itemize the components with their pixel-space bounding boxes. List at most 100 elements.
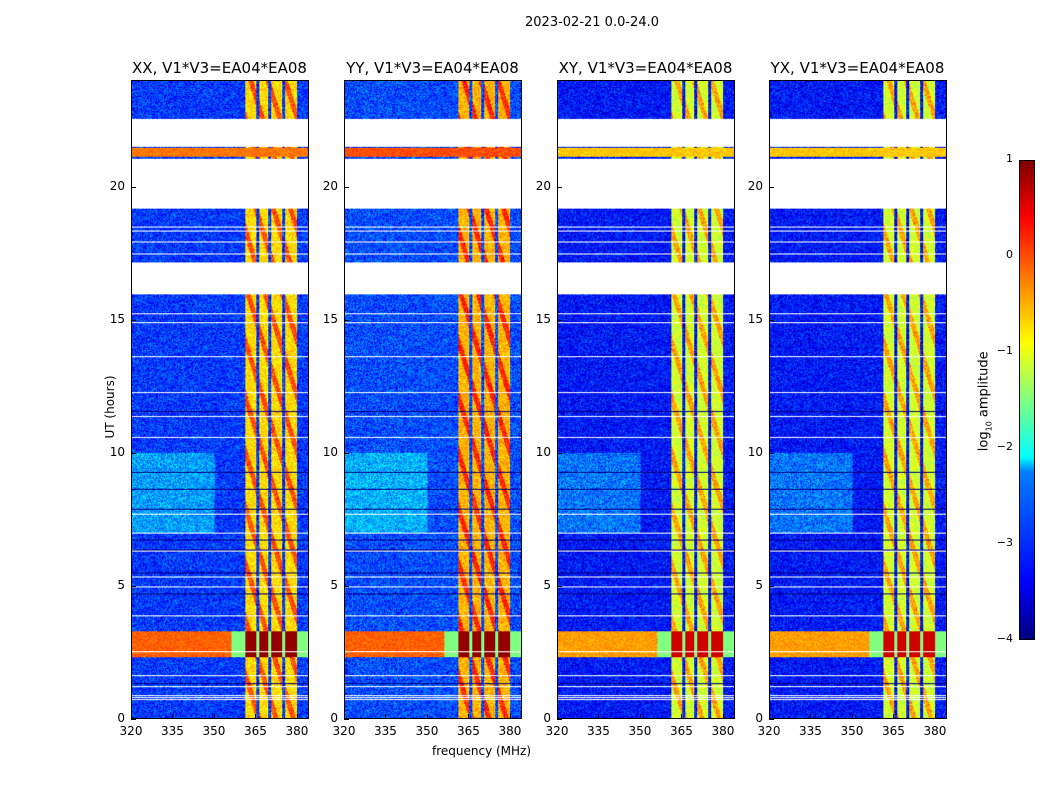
y-tick-label: 15 [747,311,763,326]
y-tick-label: 20 [109,178,125,193]
x-tick-label: 335 [799,724,822,738]
x-tick-label: 365 [882,724,905,738]
y-tick-label: 0 [543,711,551,725]
y-tick-label: 5 [330,577,338,592]
x-tick-label: 380 [923,724,947,738]
x-tick [468,714,470,719]
y-tick-label: 20 [535,178,551,193]
x-axis-label: frequency (MHz) [432,744,532,758]
y-tick-label: 20 [322,178,338,193]
x-tick [213,714,215,719]
x-tick [426,714,428,719]
x-tick-label: 335 [161,724,184,738]
x-tick [344,714,345,719]
y-tick [131,585,136,587]
x-tick [681,714,683,719]
y-tick-label: 15 [535,311,551,326]
x-tick-label: 350 [202,724,226,738]
y-tick [131,452,136,454]
x-tick [639,714,641,719]
x-tick-label: 350 [415,724,439,738]
heatmap-panel [557,80,735,719]
panel-title: XY, V1*V3=EA04*EA08 [558,59,733,77]
y-tick [769,719,774,720]
y-tick-label: 10 [747,444,763,459]
y-tick-label: 0 [117,711,125,725]
x-tick [131,714,132,719]
y-tick [344,452,349,454]
y-tick [344,585,349,587]
heatmap-image [132,81,308,718]
x-tick-label: 335 [587,724,610,738]
heatmap-image [770,81,946,718]
y-tick-label: 0 [755,711,763,725]
y-tick [769,452,774,454]
x-tick [255,714,257,719]
x-tick-label: 320 [119,724,143,738]
y-tick [344,319,349,321]
heatmap-panel [769,80,947,719]
y-tick [769,585,774,587]
colorbar-tick-label: 1 [1006,152,1013,165]
y-tick-label: 5 [543,577,551,592]
x-tick-label: 320 [545,724,569,738]
panel-title: YX, V1*V3=EA04*EA08 [770,59,945,77]
y-tick [557,319,562,321]
y-tick [557,585,562,587]
x-tick-label: 380 [285,724,309,738]
colorbar-tick-label: −3 [996,536,1013,549]
x-tick-label: 320 [332,724,356,738]
x-tick [598,714,600,719]
colorbar [1019,160,1035,640]
x-tick [172,714,174,719]
x-tick [851,714,853,719]
x-tick-label: 365 [457,724,480,738]
panel-title: YY, V1*V3=EA04*EA08 [346,59,519,77]
x-tick-label: 320 [757,724,781,738]
y-tick [131,319,136,321]
x-tick-label: 380 [711,724,735,738]
figure-title: 2023-02-21 0.0-24.0 [525,15,659,30]
x-tick [934,714,936,719]
x-tick [557,714,558,719]
x-tick [509,714,511,719]
x-tick-label: 365 [670,724,693,738]
x-tick [769,714,770,719]
x-tick-label: 335 [374,724,397,738]
y-tick [344,719,349,720]
y-axis-label: UT (hours) [103,375,117,439]
y-tick-label: 5 [117,577,125,592]
colorbar-tick-label: −1 [996,344,1013,357]
y-tick [557,719,562,720]
colorbar-tick-label: −2 [996,440,1013,453]
x-tick-label: 350 [840,724,864,738]
x-tick-label: 350 [628,724,652,738]
panel-title: XX, V1*V3=EA04*EA08 [132,59,307,77]
x-tick [810,714,812,719]
x-tick [385,714,387,719]
x-tick [893,714,895,719]
heatmap-image [345,81,521,718]
x-tick [722,714,724,719]
y-tick [131,719,136,720]
y-tick-label: 10 [535,444,551,459]
y-tick [131,186,136,188]
heatmap-image [558,81,734,718]
x-tick-label: 380 [498,724,522,738]
y-tick-label: 15 [322,311,338,326]
colorbar-tick-label: −4 [996,632,1013,645]
y-tick [769,186,774,188]
x-tick [296,714,298,719]
y-tick [557,186,562,188]
y-tick [344,186,349,188]
heatmap-panel [344,80,522,719]
heatmap-panel [131,80,309,719]
x-tick-label: 365 [244,724,267,738]
y-tick [769,319,774,321]
y-tick [557,452,562,454]
y-tick-label: 0 [330,711,338,725]
y-tick-label: 20 [747,178,763,193]
colorbar-tick-label: 0 [1006,248,1013,261]
y-tick-label: 5 [755,577,763,592]
